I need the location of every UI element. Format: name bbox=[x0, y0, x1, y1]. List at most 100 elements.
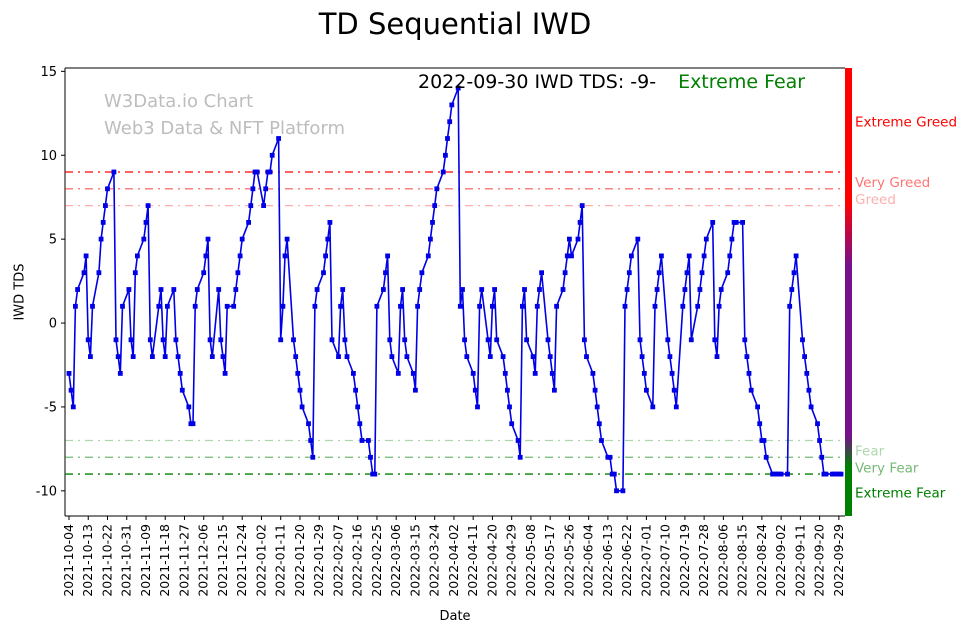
tds-marker bbox=[209, 354, 215, 359]
tds-marker bbox=[173, 337, 179, 343]
tds-marker bbox=[817, 438, 822, 443]
tds-marker bbox=[686, 253, 692, 259]
tds-marker bbox=[117, 371, 123, 376]
x-tick-label: 2022-05-08 bbox=[523, 524, 538, 597]
tds-marker bbox=[162, 354, 168, 359]
tds-marker bbox=[98, 236, 104, 242]
x-tick-label: 2022-01-02 bbox=[253, 524, 268, 597]
tds-marker bbox=[344, 354, 350, 359]
tds-marker bbox=[81, 270, 87, 276]
tds-marker bbox=[614, 488, 619, 494]
tds-marker bbox=[838, 471, 844, 477]
tds-marker bbox=[276, 136, 281, 141]
sentiment-gradient-bar bbox=[845, 68, 852, 516]
tds-marker bbox=[323, 253, 328, 259]
tds-marker bbox=[733, 220, 739, 225]
tds-marker bbox=[250, 186, 256, 192]
tds-marker bbox=[120, 303, 125, 309]
tds-marker bbox=[357, 421, 363, 427]
tds-marker bbox=[477, 303, 482, 309]
tds-marker bbox=[366, 438, 371, 443]
tds-marker bbox=[269, 152, 275, 158]
tds-marker bbox=[611, 471, 617, 477]
tds-marker bbox=[684, 270, 690, 276]
tds-marker bbox=[507, 404, 512, 410]
tds-marker bbox=[66, 371, 72, 376]
x-tick-label: 2022-06-22 bbox=[619, 524, 634, 597]
tds-marker bbox=[522, 287, 527, 292]
tds-marker bbox=[128, 337, 134, 343]
x-tick-label: 2022-07-10 bbox=[658, 524, 673, 597]
tds-marker bbox=[372, 471, 378, 477]
zone-label-extreme-fear: Extreme Fear bbox=[855, 486, 946, 502]
x-tick-label: 2022-04-02 bbox=[446, 524, 461, 597]
tds-marker bbox=[505, 387, 510, 393]
tds-marker bbox=[802, 354, 807, 359]
tds-marker bbox=[520, 303, 525, 309]
x-tick-label: 2022-03-06 bbox=[388, 524, 403, 597]
tds-marker bbox=[190, 421, 196, 427]
tds-markers bbox=[66, 85, 844, 494]
tds-marker bbox=[740, 220, 745, 225]
x-tick-label: 2022-08-15 bbox=[735, 524, 750, 597]
tds-marker bbox=[650, 404, 656, 410]
tds-marker bbox=[293, 354, 299, 359]
tds-marker bbox=[789, 287, 795, 292]
tds-marker bbox=[639, 354, 645, 359]
tds-marker bbox=[351, 371, 356, 376]
tds-marker bbox=[594, 404, 600, 410]
tds-marker bbox=[203, 253, 209, 259]
tds-marker bbox=[457, 303, 463, 309]
zone-label-fear: Fear bbox=[855, 444, 885, 460]
tds-marker bbox=[115, 354, 121, 359]
tds-marker bbox=[549, 371, 555, 376]
tds-marker bbox=[231, 303, 237, 309]
tds-marker bbox=[487, 354, 493, 359]
tds-marker bbox=[652, 303, 658, 309]
tds-marker bbox=[141, 236, 147, 242]
x-tick-label: 2022-09-20 bbox=[812, 524, 827, 597]
tds-marker bbox=[564, 253, 570, 259]
tds-marker bbox=[596, 421, 602, 427]
tds-marker bbox=[96, 270, 102, 276]
tds-marker bbox=[404, 354, 410, 359]
tds-marker bbox=[727, 253, 733, 259]
tds-marker bbox=[445, 136, 450, 141]
tds-marker bbox=[297, 387, 303, 393]
tds-marker bbox=[192, 303, 198, 309]
tds-marker bbox=[440, 169, 446, 175]
watermark-line1: W3Data.io Chart bbox=[104, 91, 254, 112]
tds-marker bbox=[177, 371, 183, 376]
tds-marker bbox=[793, 253, 799, 259]
tds-marker bbox=[222, 371, 228, 376]
tds-marker bbox=[742, 337, 748, 343]
y-tick-label: 5 bbox=[49, 233, 57, 248]
tds-marker bbox=[68, 387, 74, 393]
tds-marker bbox=[699, 270, 705, 276]
zone-label-very-greed: Very Greed bbox=[855, 175, 930, 191]
tds-marker bbox=[425, 253, 431, 259]
tds-marker bbox=[464, 354, 470, 359]
x-tick-label: 2022-09-11 bbox=[792, 524, 807, 597]
tds-marker bbox=[688, 337, 694, 343]
tds-marker bbox=[224, 303, 230, 309]
x-tick-label: 2022-01-11 bbox=[273, 524, 288, 597]
tds-marker bbox=[712, 337, 718, 343]
latest-reading-annotation: 2022-09-30 IWD TDS: -9- Extreme Fear bbox=[418, 71, 805, 93]
tds-marker bbox=[280, 303, 286, 309]
tds-marker bbox=[395, 371, 401, 376]
tds-marker bbox=[823, 471, 829, 477]
tds-marker bbox=[584, 354, 589, 359]
tds-marker bbox=[239, 236, 245, 242]
tds-marker bbox=[246, 220, 251, 225]
tds-marker bbox=[216, 287, 222, 292]
tds-marker bbox=[428, 236, 433, 242]
tds-marker bbox=[671, 387, 677, 393]
watermark: W3Data.io Chart Web3 Data & NFT Platform bbox=[104, 88, 345, 142]
tds-marker bbox=[637, 337, 643, 343]
tds-marker bbox=[669, 371, 675, 376]
tds-marker bbox=[682, 287, 688, 292]
zone-label-extreme-greed: Extreme Greed bbox=[855, 115, 957, 131]
